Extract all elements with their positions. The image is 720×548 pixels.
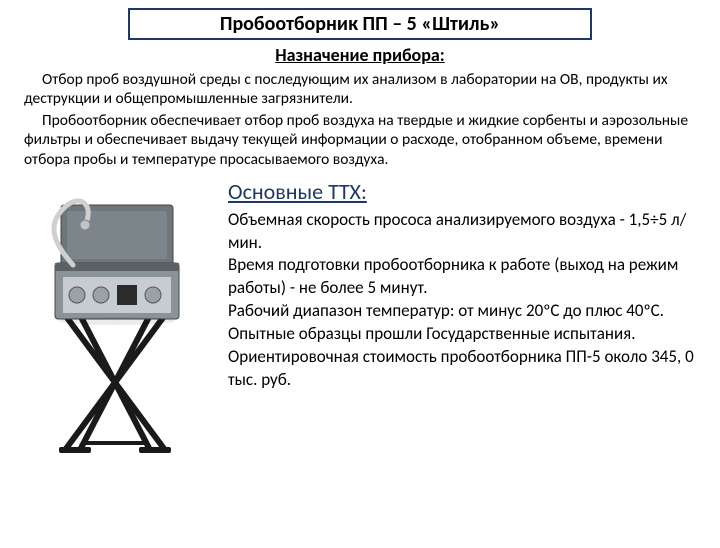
ttx-line-3: Рабочий диапазон температур: от минус 20… [228,300,696,323]
content-row: Основные ТТХ: Объемная скорость прососа … [0,171,720,465]
ttx-column: Основные ТТХ: Объемная скорость прососа … [228,177,696,465]
ttx-line-1: Объемная скорость прососа анализируемого… [228,209,696,255]
intro-block: Отбор проб воздушной среды с последующим… [0,70,720,169]
device-illustration [25,185,205,465]
ttx-line-4: Опытные образцы прошли Государственные и… [228,323,696,346]
purpose-heading: Назначение прибора: [0,44,720,66]
page-title: Пробоотборник ПП – 5 «Штиль» [128,8,592,40]
device-image-column [20,177,210,465]
ttx-line-5: Ориентировочная стоимость пробоотборника… [228,346,696,392]
ttx-heading: Основные ТТХ: [228,177,696,207]
purpose-heading-text: Назначение прибора: [275,44,445,66]
intro-paragraph-2: Пробоотборник обеспечивает отбор проб во… [24,111,696,169]
intro-paragraph-1: Отбор проб воздушной среды с последующим… [24,70,696,109]
ttx-line-2: Время подготовки пробоотборника к работе… [228,254,696,300]
